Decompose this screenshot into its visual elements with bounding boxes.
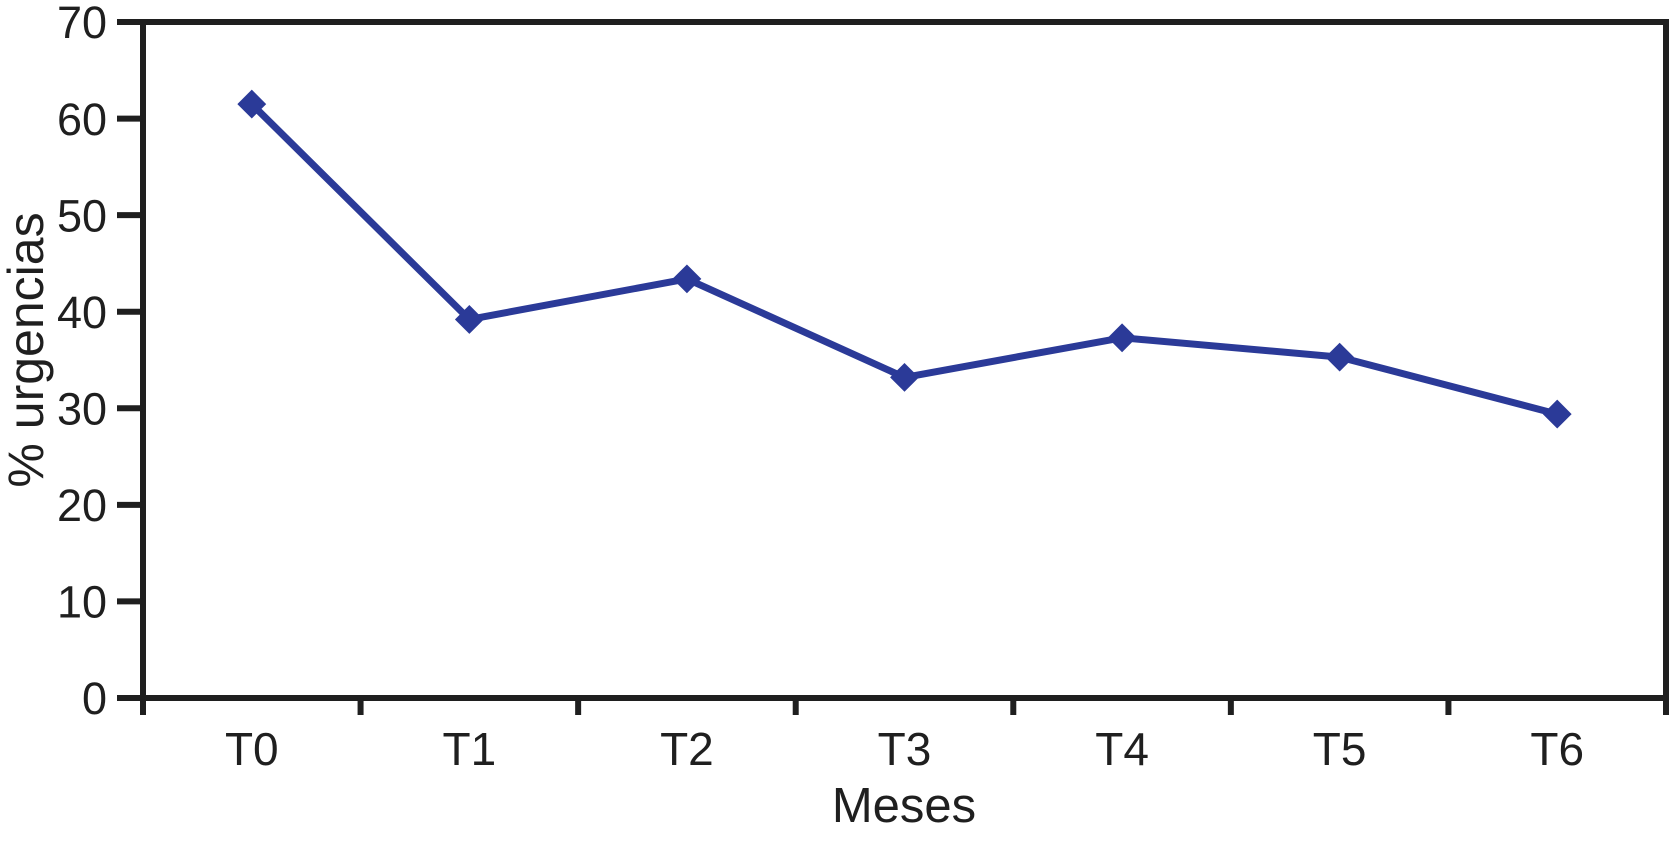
y-tick-label: 0: [82, 673, 107, 724]
y-tick-label: 20: [57, 480, 107, 531]
x-category-label: T1: [443, 723, 497, 775]
x-category-label: T2: [660, 723, 714, 775]
y-tick-label: 50: [57, 190, 107, 241]
plot-frame: [140, 19, 1669, 701]
y-tick-label: 60: [57, 94, 107, 145]
x-axis-title: Meses: [832, 779, 976, 833]
y-tick-label: 10: [57, 577, 107, 628]
data-point-marker: [454, 305, 484, 334]
y-tick-label: 70: [57, 0, 107, 48]
data-point-marker: [237, 89, 267, 119]
x-category-label: T6: [1530, 723, 1584, 775]
x-category-label: T5: [1313, 723, 1367, 775]
data-point-marker: [1325, 342, 1355, 372]
x-category-label: T4: [1095, 723, 1149, 775]
data-point-marker: [890, 362, 919, 392]
y-axis-title: % urgencias: [0, 212, 54, 487]
x-category-label: T3: [878, 723, 932, 775]
y-tick-label: 30: [57, 383, 107, 434]
data-point-marker: [672, 264, 702, 294]
data-point-marker: [1542, 399, 1572, 429]
data-point-marker: [1107, 323, 1137, 353]
y-tick-label: 40: [57, 287, 107, 338]
x-category-label: T0: [225, 723, 279, 775]
